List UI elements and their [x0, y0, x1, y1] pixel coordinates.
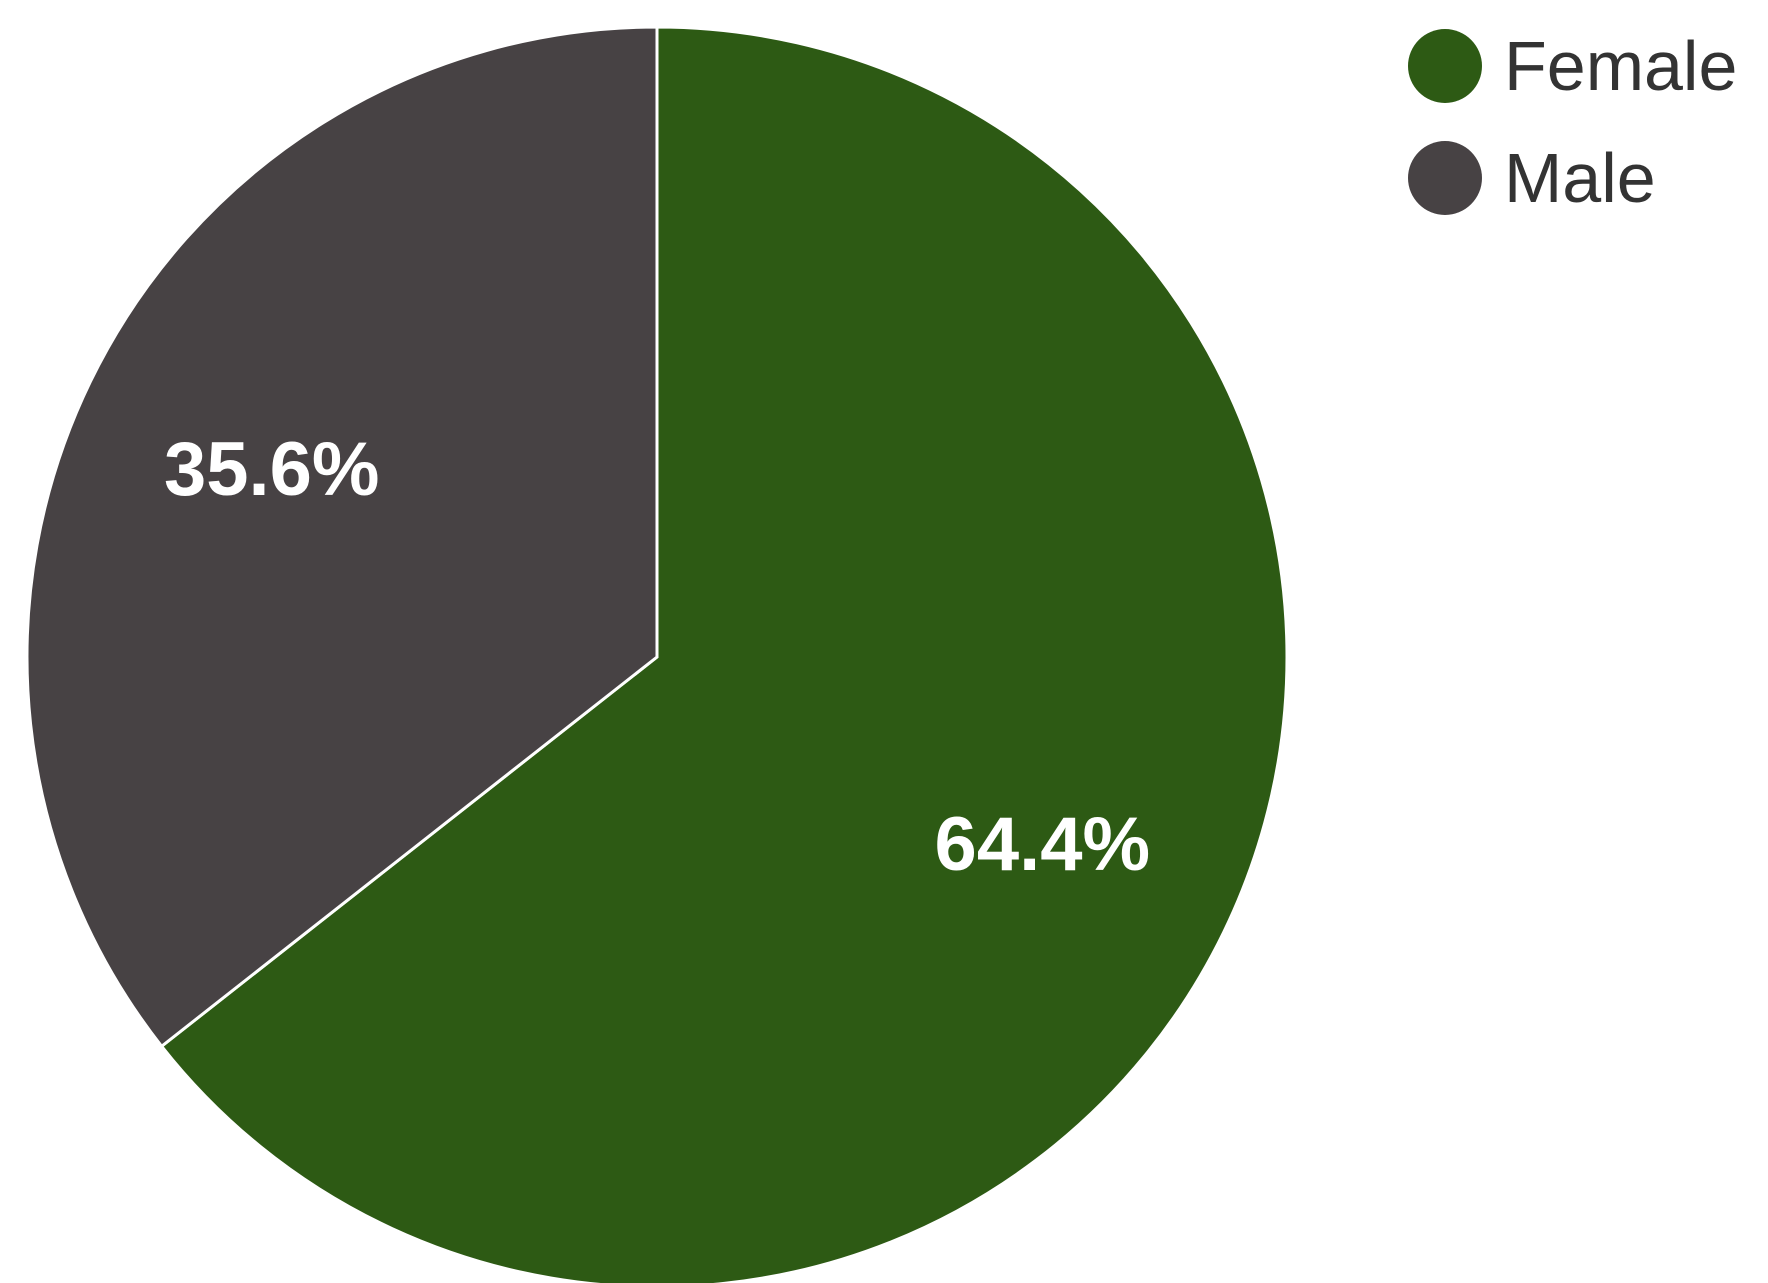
- legend-swatch-female: [1408, 29, 1482, 103]
- legend-item-male[interactable]: Male: [1408, 122, 1737, 234]
- chart-legend: Female Male: [1408, 10, 1737, 234]
- legend-item-female[interactable]: Female: [1408, 10, 1737, 122]
- pie-slice-male[interactable]: [25, 25, 659, 1049]
- legend-label-male: Male: [1504, 139, 1656, 217]
- slice-label-female: 64.4%: [935, 802, 1151, 887]
- pie-slice-female[interactable]: [159, 25, 1289, 1283]
- legend-swatch-male: [1408, 141, 1482, 215]
- legend-label-female: Female: [1504, 27, 1738, 105]
- slice-label-male: 35.6%: [164, 427, 380, 512]
